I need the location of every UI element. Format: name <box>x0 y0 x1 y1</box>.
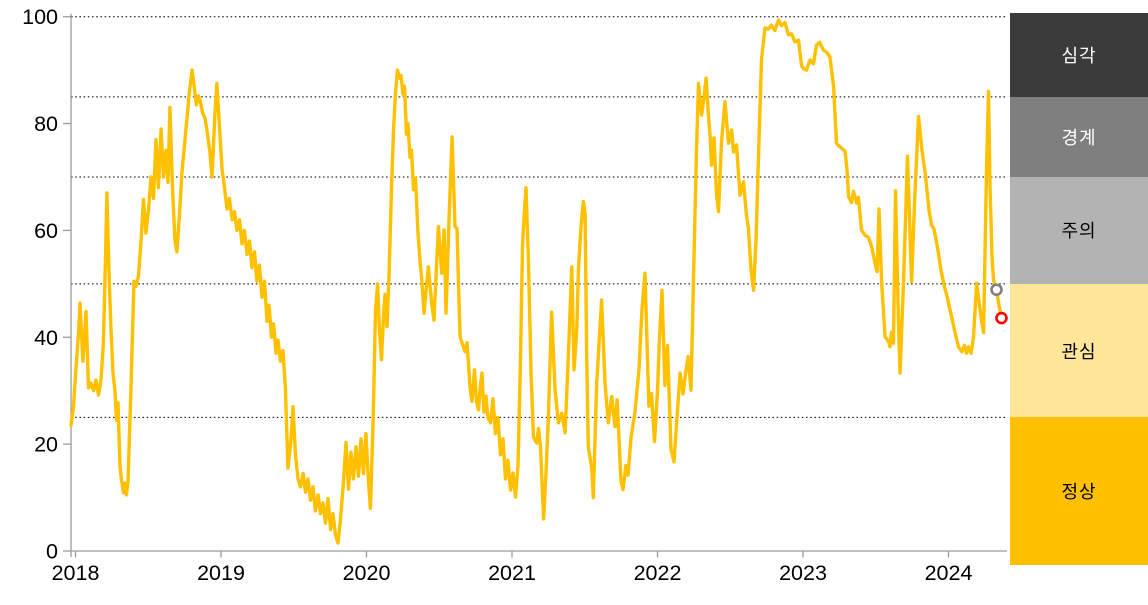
previous-point-marker <box>990 283 1003 297</box>
y-tick-label: 20 <box>34 433 58 457</box>
y-tick-label: 100 <box>22 5 58 29</box>
x-tick-label: 2019 <box>197 561 245 585</box>
stress-index-line <box>69 18 1004 545</box>
legend-zone-gyeonggye: 경계 <box>1010 96 1148 177</box>
legend-zone-jeongsang: 정상 <box>1010 417 1148 565</box>
y-tick-label: 60 <box>34 219 58 243</box>
y-tick-label: 40 <box>34 326 58 350</box>
grid-lines <box>71 16 1005 418</box>
y-tick-label: 80 <box>34 112 58 136</box>
latest-point-marker <box>995 311 1008 325</box>
x-tick-label: 2021 <box>488 561 536 585</box>
legend-zone-juui: 주의 <box>1010 176 1148 284</box>
legend-zone-label: 주의 <box>1061 221 1097 242</box>
legend-zone-label: 관심 <box>1061 341 1097 362</box>
legend-zone-gwansim: 관심 <box>1010 283 1148 418</box>
x-tick-label: 2023 <box>779 561 827 585</box>
axes: 0 20 40 60 80 100 2018 2019 2020 2021 2022 2023 2024 <box>22 5 1007 585</box>
x-tick-label: 2018 <box>52 561 100 585</box>
x-tick-label: 2022 <box>634 561 682 585</box>
x-tick-label: 2020 <box>343 561 391 585</box>
y-tick-label: 0 <box>46 540 58 564</box>
legend-zone-label: 심각 <box>1061 45 1097 66</box>
x-tick-label: 2024 <box>925 561 973 585</box>
legend-zone-label: 경계 <box>1061 127 1097 148</box>
legend-zone-label: 정상 <box>1061 482 1097 503</box>
legend-zone-simgak: 심각 <box>1010 13 1148 97</box>
